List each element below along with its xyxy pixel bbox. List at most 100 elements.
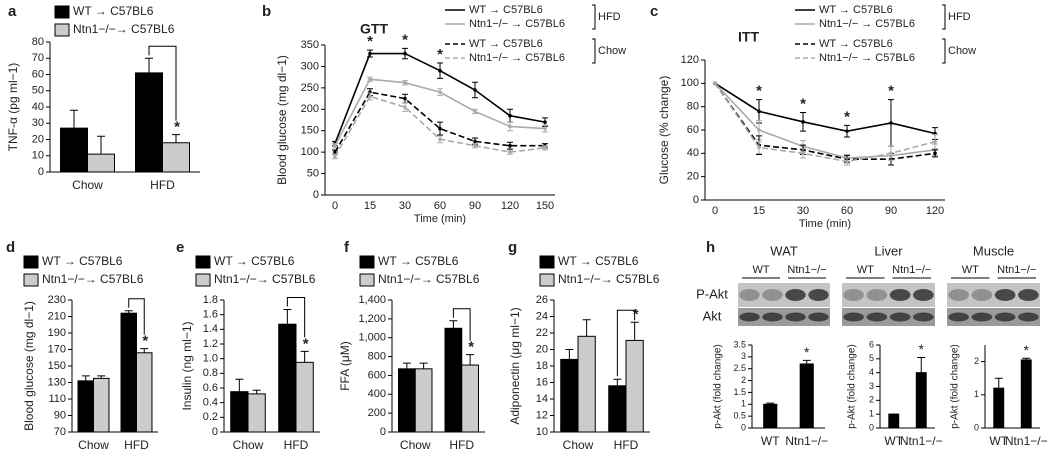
significance-star: * [174,119,180,136]
point [438,137,442,142]
y-tick-label: 3 [741,351,746,361]
error-bar [300,350,309,363]
error-bar [97,375,106,379]
legend-bracket [592,38,596,64]
bar [461,364,479,433]
error-bar [802,359,811,364]
bar [414,368,433,433]
y-tick-label: 0 [313,189,319,201]
point [933,151,937,156]
error-bar [582,319,591,337]
point [801,120,805,124]
point [333,150,337,154]
bar [444,327,463,433]
legend-group: HFD [948,11,971,23]
y-tick-label: 800 [368,350,386,362]
blot-band [971,312,993,322]
legend-label: Ntn1−/− → C57BL6 [469,52,565,64]
bar [608,385,627,433]
blot-band [785,312,806,322]
significance-star: * [633,306,639,323]
bar [230,391,249,433]
panel-letter: c [650,3,658,20]
x-tick-label: 60 [434,200,446,212]
legend-label: Ntn1−/−→ C57BL6 [378,272,480,286]
y-tick-label: 40 [687,147,699,159]
y-tick-label: 100 [301,146,319,158]
y-tick-label: 210 [48,310,66,322]
blot-lane-label: WT [752,264,769,276]
y-tick-label: 1 [741,399,746,409]
series-line [714,82,936,135]
error-bar [630,321,639,341]
legend-bracket [942,38,946,64]
bar [87,153,115,173]
y-tick-label: 0.8 [203,367,218,379]
significance-bracket [128,298,145,335]
bar [577,335,596,433]
point [403,105,407,109]
error-bar [97,135,105,155]
point [473,139,477,144]
blot-band [739,312,760,322]
y-axis-label: Blood glucose (mg dl−1) [22,301,36,431]
error-bar [766,402,775,405]
significance-bracket [286,297,306,338]
y-tick-label: 600 [368,369,386,381]
panel-letter: f [344,239,350,256]
blot-band [866,312,888,322]
blot-band [948,289,969,301]
y-tick-label: 0 [38,166,44,178]
blot-band [1018,289,1039,301]
y-tick-label: 170 [48,343,66,355]
bar [625,339,644,433]
blot-lane-label: Ntn1−/− [787,264,826,276]
y-tick-label: 300 [301,60,319,72]
legend-label: Ntn1−/− → C57BL6 [469,18,565,30]
bar [60,127,88,173]
point [403,80,407,85]
point [757,145,761,150]
legend-label: WT → C57BL6 [42,254,123,268]
blot-band [739,289,760,301]
blot [842,308,935,326]
y-tick-label: 0 [380,426,386,438]
blot-title: WAT [770,243,797,258]
x-tick-label: Chow [72,178,103,192]
y-tick-label: 60 [687,124,699,136]
y-tick-label: 80 [687,101,699,113]
bar [799,363,814,429]
x-tick-label: HFD [124,438,149,451]
point [889,151,893,156]
y-tick-label: 0 [974,422,979,432]
chart-title: ITT [738,29,759,45]
x-tick-label: 120 [501,200,519,212]
y-tick-label: 0 [869,422,874,432]
blot-lane-label: Ntn1−/− [892,264,931,276]
blot-band [994,312,1016,322]
bar [993,387,1005,429]
legend-label: WT → C57BL6 [214,254,295,268]
point [543,120,547,124]
error-bar [140,348,149,353]
bar [560,358,579,433]
legend-bracket [942,4,946,30]
blot-row-label: P-Akt [696,286,728,301]
y-tick-label: 0.4 [203,397,218,409]
point [438,126,442,131]
y-tick-label: 150 [48,360,66,372]
error-bar [70,109,78,129]
y-tick-label: 110 [48,393,66,405]
error-bar [449,320,458,329]
y-tick-label: 50 [307,167,319,179]
y-tick-label: 20 [536,343,548,355]
point [473,143,477,148]
x-tick-label: 90 [885,205,897,217]
blot-title: Muscle [973,243,1014,258]
legend-label: WT → C57BL6 [378,254,459,268]
error-bar [145,57,153,73]
point [403,51,407,56]
chart-title: GTT [360,21,388,37]
legend-swatch [54,5,70,19]
